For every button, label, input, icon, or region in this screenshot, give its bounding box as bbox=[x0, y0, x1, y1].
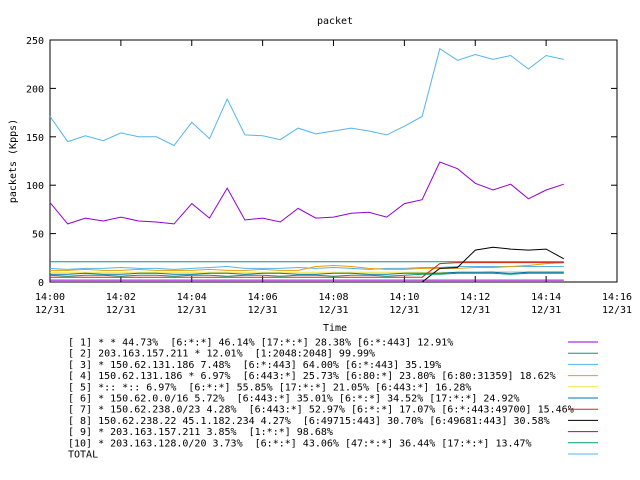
x-tick-date-label: 12/31 bbox=[35, 305, 65, 316]
x-tick-time-label: 14:10 bbox=[389, 292, 419, 303]
legend-label-4: [ 4] 150.62.131.186 * 6.97% [6:443:*] 25… bbox=[68, 371, 556, 382]
legend-label-7: [ 7] * 150.62.238.0/23 4.28% [6:443:*] 5… bbox=[68, 405, 574, 416]
x-tick-date-label: 12/31 bbox=[177, 305, 207, 316]
x-tick-time-label: 14:12 bbox=[460, 292, 490, 303]
series-line-10 bbox=[49, 272, 564, 277]
x-axis-ticks: 14:00 12/31 14:02 12/31 14:04 12/31 14:06 12/31… bbox=[35, 40, 632, 316]
series-line-9 bbox=[49, 161, 564, 225]
x-tick-time-label: 14:04 bbox=[177, 292, 207, 303]
x-tick-time-label: 14:00 bbox=[35, 292, 65, 303]
legend-label-5: [ 5] *:: *:: 6.97% [6:*:*] 55.85% [17:*:… bbox=[68, 382, 471, 393]
x-tick-date-label: 12/31 bbox=[318, 305, 348, 316]
legend-label-6: [ 6] * 150.62.0.0/16 5.72% [6:443:*] 35.… bbox=[68, 394, 520, 405]
series-line-7 bbox=[50, 262, 564, 278]
y-tick-label: 100 bbox=[26, 181, 44, 192]
plot-frame bbox=[49, 39, 618, 283]
y-axis-ticks: 0 50 100 150 200 250 bbox=[26, 36, 617, 289]
x-tick-date-label: 12/31 bbox=[531, 305, 561, 316]
legend-label-10: [10] * 203.163.128.0/20 3.73% [6:*:*] 43… bbox=[68, 438, 532, 449]
x-axis-label: Time bbox=[323, 323, 347, 334]
y-axis-label: packets (Kpps) bbox=[8, 119, 19, 203]
legend: [ 1] * * 44.73% [6:*:*] 46.14% [17:*:*] … bbox=[68, 338, 598, 461]
series-line-8 bbox=[50, 246, 565, 283]
legend-label-1: [ 1] * * 44.73% [6:*:*] 46.14% [17:*:*] … bbox=[68, 338, 453, 349]
series-line-11 bbox=[49, 47, 564, 147]
x-tick-date-label: 12/31 bbox=[460, 305, 490, 316]
x-tick-time-label: 14:14 bbox=[531, 292, 561, 303]
legend-label-2: [ 2] 203.163.157.211 * 12.01% [1:2048:20… bbox=[68, 349, 375, 360]
x-tick-time-label: 14:08 bbox=[318, 292, 348, 303]
series-line-4 bbox=[50, 262, 564, 271]
y-tick-label: 0 bbox=[38, 278, 44, 289]
legend-label-8: [ 8] 150.62.238.22 45.1.182.234 4.27% [6… bbox=[68, 416, 550, 427]
y-tick-label: 150 bbox=[26, 133, 44, 144]
series-line-6 bbox=[50, 271, 564, 275]
x-tick-date-label: 12/31 bbox=[602, 305, 632, 316]
series-lines bbox=[49, 47, 565, 283]
y-tick-label: 50 bbox=[32, 230, 44, 241]
legend-label-9: [ 9] * 203.163.157.211 3.85% [1:*:*] 98.… bbox=[68, 427, 333, 438]
x-tick-time-label: 14:16 bbox=[602, 292, 632, 303]
y-tick-label: 250 bbox=[26, 36, 44, 47]
x-tick-date-label: 12/31 bbox=[389, 305, 419, 316]
x-tick-time-label: 14:02 bbox=[106, 292, 136, 303]
y-tick-label: 200 bbox=[26, 84, 44, 95]
legend-label-11: TOTAL bbox=[68, 450, 98, 461]
x-tick-time-label: 14:06 bbox=[248, 292, 278, 303]
x-tick-date-label: 12/31 bbox=[106, 305, 136, 316]
legend-label-3: [ 3] * 150.62.131.186 7.48% [6:*:443] 64… bbox=[68, 360, 441, 371]
chart-title: packet bbox=[317, 16, 353, 27]
x-tick-date-label: 12/31 bbox=[248, 305, 278, 316]
